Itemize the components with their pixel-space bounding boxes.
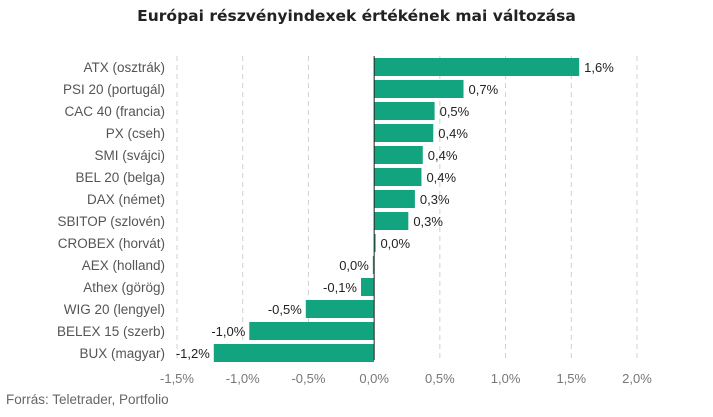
category-label: AEX (holland) <box>82 258 165 273</box>
x-tick-label: 0,0% <box>359 371 389 386</box>
category-label: BELEX 15 (szerb) <box>57 324 165 339</box>
x-tick-label: -0,5% <box>291 371 325 386</box>
x-tick-label: 1,5% <box>556 371 586 386</box>
x-tick-label: -1,0% <box>226 371 260 386</box>
bar <box>213 344 375 362</box>
data-label: 0,4% <box>438 126 468 141</box>
data-label: 0,0% <box>380 236 410 251</box>
x-tick-label: -1,5% <box>160 371 194 386</box>
data-label: 0,3% <box>420 192 450 207</box>
data-label: 0,4% <box>428 148 458 163</box>
data-label: 0,5% <box>440 104 470 119</box>
category-label: DAX (német) <box>87 192 165 207</box>
category-label: WIG 20 (lengyel) <box>64 302 165 317</box>
category-label: CAC 40 (francia) <box>64 104 165 119</box>
category-label: PX (cseh) <box>106 126 165 141</box>
x-tick-label: 2,0% <box>622 371 652 386</box>
data-labels: 1,6%0,7%0,5%0,4%0,4%0,4%0,3%0,3%0,0%0,0%… <box>176 60 614 361</box>
bar <box>374 190 415 208</box>
bar <box>374 146 423 164</box>
category-labels: ATX (osztrák) PSI 20 (portugál) CAC 40 (fr… <box>57 60 165 361</box>
category-label: CROBEX (horvát) <box>58 236 165 251</box>
data-label: -0,5% <box>268 302 302 317</box>
bar <box>374 80 464 98</box>
data-label: -0,1% <box>323 280 357 295</box>
bar <box>374 124 434 142</box>
x-tick-label: 0,5% <box>425 371 455 386</box>
data-label: 0,4% <box>426 170 456 185</box>
category-label: SBITOP (szlovén) <box>57 214 165 229</box>
data-label: 1,6% <box>584 60 614 75</box>
data-label: -1,2% <box>176 346 210 361</box>
category-label: SMI (svájci) <box>95 148 166 163</box>
bar <box>374 58 580 76</box>
data-label: 0,7% <box>469 82 499 97</box>
bar <box>374 168 422 186</box>
bar <box>374 212 409 230</box>
category-label: Athex (görög) <box>83 280 165 295</box>
data-label: 0,3% <box>413 214 443 229</box>
category-label: BUX (magyar) <box>79 346 165 361</box>
bar <box>305 300 375 318</box>
category-label: BEL 20 (belga) <box>75 170 165 185</box>
source-note: Forrás: Teletrader, Portfolio <box>6 392 169 407</box>
bar <box>249 322 375 340</box>
bars <box>213 58 580 362</box>
category-label: ATX (osztrák) <box>83 60 165 75</box>
bar <box>374 102 435 120</box>
chart-title: Európai részvényindexek értékének mai vá… <box>137 7 576 25</box>
data-label: -1,0% <box>211 324 245 339</box>
bar <box>374 234 376 252</box>
category-label: PSI 20 (portugál) <box>63 82 165 97</box>
bar <box>361 278 375 296</box>
x-tick-label: 1,0% <box>491 371 521 386</box>
x-axis-ticks: -1,5% -1,0% -0,5% 0,0% 0,5% 1,0% 1,5% 2,0% <box>160 371 652 386</box>
data-label: 0,0% <box>339 258 369 273</box>
bar <box>372 256 375 274</box>
